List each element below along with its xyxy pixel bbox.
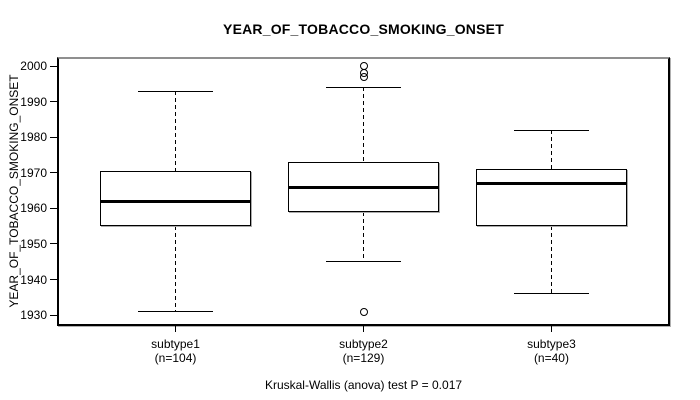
y-tick-mark bbox=[50, 279, 57, 281]
whisker-cap-bottom bbox=[137, 311, 214, 313]
x-tick-mark bbox=[363, 326, 364, 332]
y-tick-label: 2000 bbox=[20, 59, 47, 74]
group-n-label: (n=104) bbox=[154, 351, 197, 365]
whisker-cap-bottom bbox=[513, 293, 590, 295]
x-tick-mark bbox=[550, 326, 552, 332]
y-tick-mark bbox=[50, 314, 57, 316]
outlier-point bbox=[359, 72, 368, 81]
y-tick-mark bbox=[50, 172, 57, 174]
whisker-dash-bottom bbox=[550, 226, 552, 294]
whisker-dash-bottom bbox=[175, 226, 177, 312]
whisker-cap-top bbox=[137, 90, 214, 92]
y-tick-mark bbox=[50, 65, 57, 67]
y-tick-mark bbox=[50, 101, 57, 103]
whisker-cap-bottom bbox=[325, 261, 402, 263]
median-line bbox=[476, 181, 627, 185]
iqr-box bbox=[100, 171, 251, 227]
median-line bbox=[288, 185, 439, 189]
y-tick-label: 1980 bbox=[20, 130, 47, 145]
iqr-box bbox=[476, 169, 627, 227]
whisker-dash-top bbox=[363, 87, 364, 163]
whisker-cap-top bbox=[513, 129, 590, 131]
y-tick-label: 1990 bbox=[20, 94, 47, 109]
y-tick-mark bbox=[50, 243, 57, 245]
whisker-dash-bottom bbox=[363, 211, 364, 262]
y-tick-label: 1940 bbox=[20, 272, 47, 287]
group-n-label: (n=129) bbox=[342, 351, 385, 365]
group-label: subtype1 bbox=[151, 337, 200, 351]
group-label-block: subtype2 (n=129) bbox=[289, 337, 439, 365]
y-tick-label: 1950 bbox=[20, 236, 47, 251]
kruskal-wallis-note: Kruskal-Wallis (anova) test P = 0.017 bbox=[264, 378, 463, 392]
whisker-dash-top bbox=[550, 130, 552, 170]
group-n-label: (n=40) bbox=[533, 351, 569, 365]
whisker-cap-top bbox=[325, 86, 402, 88]
y-tick-label: 1960 bbox=[20, 201, 47, 216]
outlier-point bbox=[359, 307, 368, 316]
x-tick-mark bbox=[175, 326, 177, 332]
plot-area: 1930 1940 1950 1960 1970 1980 1990 2000 subtype1… bbox=[20, 57, 670, 365]
group-label: subtype2 bbox=[339, 337, 388, 351]
group-label-block: subtype3 (n=40) bbox=[476, 337, 626, 365]
y-tick-label: 1930 bbox=[20, 308, 47, 323]
y-tick-mark bbox=[50, 207, 57, 209]
y-tick-label: 1970 bbox=[20, 165, 47, 180]
whisker-dash-top bbox=[175, 91, 177, 172]
group-label: subtype3 bbox=[527, 337, 576, 351]
median-line bbox=[100, 199, 251, 203]
group-label-block: subtype1 (n=104) bbox=[101, 337, 251, 365]
y-tick-mark bbox=[50, 136, 57, 138]
chart-title: YEAR_OF_TOBACCO_SMOKING_ONSET bbox=[223, 21, 504, 37]
